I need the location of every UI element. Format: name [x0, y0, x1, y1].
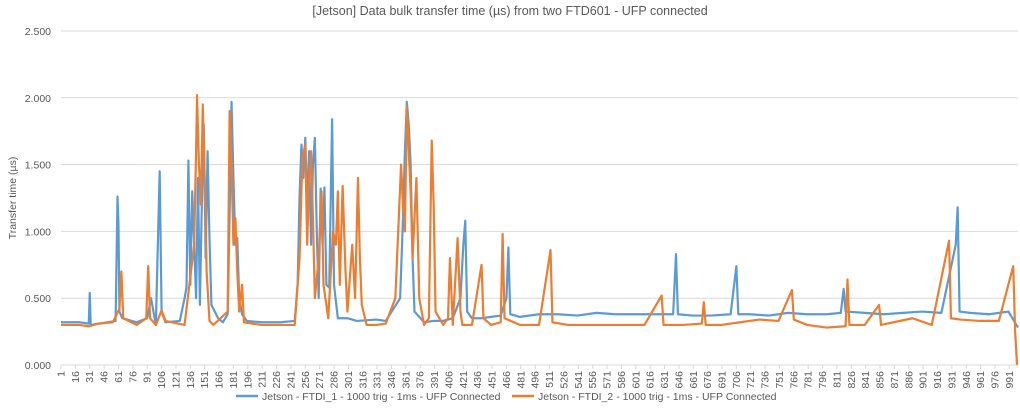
x-tick-label: 331 [372, 371, 384, 389]
x-tick-label: 766 [788, 371, 800, 389]
x-tick-label: 841 [860, 371, 872, 389]
x-tick-label: 931 [946, 371, 958, 389]
x-tick-label: 181 [228, 371, 240, 389]
x-tick-label: 106 [156, 371, 168, 389]
x-tick-label: 406 [443, 371, 455, 389]
x-tick-label: 46 [99, 371, 111, 383]
series-layer [61, 94, 1019, 366]
y-tick-label: 1.500 [25, 160, 51, 172]
x-tick-label: 706 [731, 371, 743, 389]
x-tick-label: 286 [329, 371, 341, 389]
x-tick-label: 751 [774, 371, 786, 389]
x-tick-label: 661 [688, 371, 700, 389]
x-tick-label: 196 [242, 371, 254, 389]
x-tick-label: 991 [1004, 371, 1016, 389]
x-tick-label: 151 [199, 371, 211, 389]
y-tick-label: 0.500 [25, 293, 51, 305]
x-tick-label: 211 [257, 371, 269, 388]
x-tick-label: 361 [400, 371, 412, 389]
x-tick-label: 856 [875, 371, 887, 389]
series-line-2 [61, 94, 1019, 366]
x-tick-label: 241 [285, 371, 297, 389]
x-tick-label: 496 [530, 371, 542, 389]
x-tick-label: 121 [170, 371, 182, 389]
x-tick-label: 946 [961, 371, 973, 389]
x-tick-label: 901 [918, 371, 930, 389]
x-tick-label: 916 [932, 371, 944, 389]
x-tick-label: 961 [975, 371, 987, 389]
x-tick-label: 166 [214, 371, 226, 389]
legend-label-1: Jetson - FTDI_1 - 1000 trig - 1ms - UFP … [262, 391, 501, 403]
x-tick-label: 391 [429, 371, 441, 389]
x-tick-label: 736 [760, 371, 772, 389]
y-tick-label: 0.000 [25, 360, 51, 372]
series-line-1 [61, 100, 1019, 329]
x-tick-label: 541 [573, 371, 585, 389]
x-tick-label: 601 [630, 371, 642, 389]
x-tick-label: 631 [659, 371, 671, 389]
x-tick-label: 556 [587, 371, 599, 389]
legend: Jetson - FTDI_1 - 1000 trig - 1ms - UFP … [236, 391, 777, 403]
x-tick-label: 31 [84, 371, 96, 383]
x-tick-label: 316 [357, 371, 369, 389]
x-tick-label: 811 [831, 371, 843, 388]
y-tick-label: 2.500 [25, 26, 51, 38]
x-tick-label: 781 [803, 371, 815, 389]
x-tick-label: 451 [487, 371, 499, 389]
x-tick-label: 616 [645, 371, 657, 389]
x-tick-label: 256 [300, 371, 312, 389]
x-tick-label: 61 [113, 371, 125, 383]
x-tick-label: 691 [716, 371, 728, 389]
x-tick-label: 466 [501, 371, 513, 389]
x-tick-label: 346 [386, 371, 398, 389]
x-tick-label: 826 [846, 371, 858, 389]
x-tick-label: 301 [343, 371, 355, 389]
x-tick-label: 376 [415, 371, 427, 389]
x-tick-label: 721 [745, 371, 757, 389]
y-tick-label: 2.000 [25, 93, 51, 105]
x-tick-label: 511 [544, 371, 556, 388]
x-tick-label: 586 [616, 371, 628, 389]
grid-layer [61, 30, 1018, 366]
chart-title: [Jetson] Data bulk transfer time (µs) fr… [312, 4, 707, 18]
x-tick-label: 886 [903, 371, 915, 389]
x-tick-label: 421 [458, 371, 470, 389]
x-tick-label: 976 [990, 371, 1002, 389]
y-tick-label: 1.000 [25, 226, 51, 238]
x-tick-label: 436 [472, 371, 484, 389]
y-tick-labels: 0.000 0.500 1.000 1.500 2.000 2.500 [25, 26, 51, 372]
x-tick-label: 1 [56, 371, 68, 377]
x-tick-label: 76 [127, 371, 139, 383]
x-tick-label: 871 [889, 371, 901, 389]
x-tick-label: 226 [271, 371, 283, 389]
x-tick-label: 271 [314, 371, 326, 389]
x-tick-label: 16 [70, 371, 82, 383]
legend-label-2: Jetson - FTDI_2 - 1000 trig - 1ms - UFP … [538, 391, 777, 403]
x-tick-label: 136 [185, 371, 197, 389]
x-tick-label: 571 [602, 371, 614, 389]
y-axis-label: Transfer time (µs) [7, 157, 19, 240]
x-tick-label: 526 [558, 371, 570, 389]
x-tick-labels: 1 16 31 46 61 76 91 106 121 136 151 166 181 196 211 226… [56, 365, 1016, 389]
x-tick-label: 646 [673, 371, 685, 389]
x-tick-label: 91 [142, 371, 154, 383]
x-tick-label: 481 [515, 371, 527, 389]
x-tick-label: 796 [817, 371, 829, 389]
x-tick-label: 676 [702, 371, 714, 389]
